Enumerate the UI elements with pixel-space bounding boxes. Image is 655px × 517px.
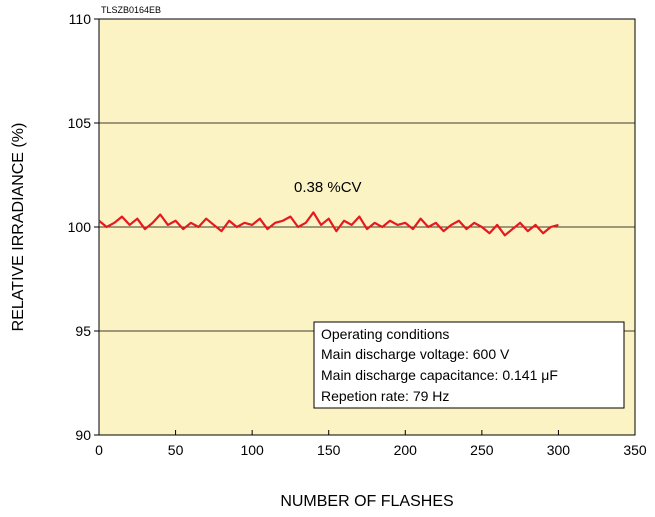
x-tick-label: 150 (317, 442, 341, 458)
y-axis-ticks: 90 95 100 105 110 (68, 11, 99, 443)
x-tick-label: 100 (240, 442, 264, 458)
conditions-voltage: Main discharge voltage: 600 V (321, 346, 510, 362)
conditions-capacitance: Main discharge capacitance: 0.141 μF (321, 367, 558, 383)
y-tick-label: 105 (68, 115, 92, 131)
x-tick-label: 300 (547, 442, 571, 458)
y-tick-label: 90 (75, 427, 91, 443)
series-line (98, 211, 559, 237)
x-tick-label: 250 (470, 442, 494, 458)
x-tick-label: 350 (623, 442, 647, 458)
x-tick-label: 50 (168, 442, 184, 458)
y-tick-label: 110 (69, 11, 92, 27)
cv-annotation: 0.38 %CV (294, 179, 362, 196)
y-tick-label: 100 (68, 219, 92, 235)
chart-code-label: TLSZB0164EB (101, 5, 161, 15)
x-axis-label: NUMBER OF FLASHES (280, 493, 453, 510)
conditions-rate: Repetion rate: 79 Hz (321, 388, 449, 404)
y-axis-label: RELATIVE IRRADIANCE (%) (10, 123, 27, 332)
x-axis-ticks: 0 50 100 150 200 250 300 350 (95, 430, 647, 458)
conditions-title: Operating conditions (321, 326, 449, 342)
conditions-box: Operating conditions Main discharge volt… (313, 321, 625, 409)
y-tick-label: 95 (75, 323, 91, 339)
x-tick-label: 200 (394, 442, 418, 458)
x-tick-label: 0 (95, 442, 103, 458)
